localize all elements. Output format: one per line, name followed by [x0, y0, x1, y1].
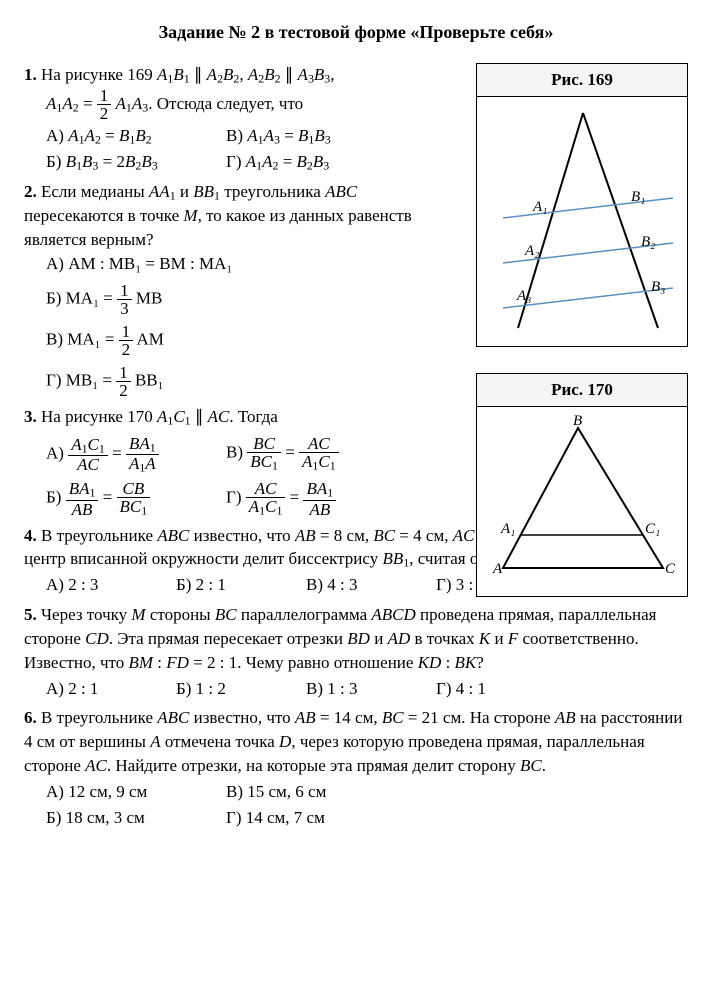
svg-text:A₃: A₃ — [516, 288, 531, 304]
p3-text: На рисунке 170 A1C1 ∥ AC. Тогда — [41, 407, 278, 426]
p6-opt-a: А) 12 см, 9 см — [46, 780, 196, 804]
p5-opt-v: В) 1 : 3 — [306, 677, 406, 701]
figure-170-svg: B A C A₁ C₁ — [483, 413, 679, 583]
problem-1: 1. На рисунке 169 A1B1 ∥ A2B2, A2B2 ∥ A3… — [24, 63, 454, 174]
p5-opt-b: Б) 1 : 2 — [176, 677, 276, 701]
p1-opt-b: Б) B1B3 = 2B2B3 — [46, 150, 196, 174]
figure-169: Рис. 169 A₁ A₂ A₃ B₁ B₂ B₃ — [476, 63, 688, 347]
svg-text:B₁: B₁ — [631, 189, 645, 205]
p1-line2: A1A2 = 12 A1A3. Отсюда следует, что — [46, 94, 303, 113]
svg-text:B: B — [573, 413, 582, 429]
problem-3: 3. На рисунке 170 A1C1 ∥ AC. Тогда А) A1… — [24, 405, 454, 518]
p1-opt-g: Г) A1A2 = B2B3 — [226, 150, 376, 174]
p4-opt-v: В) 4 : 3 — [306, 573, 406, 597]
figure-169-svg: A₁ A₂ A₃ B₁ B₂ B₃ — [483, 103, 679, 333]
p3-opt-v: В) BCBC1 = ACA1C1 — [226, 435, 376, 475]
svg-text:B₂: B₂ — [641, 234, 655, 250]
svg-text:A: A — [492, 561, 503, 577]
p2-opt-g: Г) MB₁ = 12 BB₁ — [46, 364, 454, 399]
svg-text:A₁: A₁ — [532, 199, 547, 215]
svg-text:B₃: B₃ — [651, 279, 665, 295]
page-title: Задание № 2 в тестовой форме «Проверьте … — [24, 20, 688, 45]
p3-opt-g: Г) ACA1C1 = BA1AB — [226, 480, 376, 517]
svg-text:A₁: A₁ — [500, 521, 515, 537]
p2-text: Если медианы AA1 и BB1 треугольника ABC … — [24, 182, 412, 249]
p6-opt-v: В) 15 см, 6 см — [226, 780, 376, 804]
p1-opt-a: А) A1A2 = B1B2 — [46, 124, 196, 148]
p2-num: 2. — [24, 182, 37, 201]
svg-text:A₂: A₂ — [524, 243, 539, 259]
p2-opt-b: Б) MA₁ = 13 MB — [46, 282, 454, 317]
p3-opt-a: А) A1C1AC = BA1A1A — [46, 435, 196, 475]
p5-opt-g: Г) 4 : 1 — [436, 677, 536, 701]
p6-opt-g: Г) 14 см, 7 см — [226, 806, 376, 830]
svg-text:C: C — [665, 561, 676, 577]
p3-opt-b: Б) BA1AB = CBBC1 — [46, 480, 196, 517]
figure-170-label: Рис. 170 — [477, 374, 687, 407]
p1-num: 1. — [24, 65, 37, 84]
problem-5: 5. Через точку M стороны BC параллелогра… — [24, 603, 688, 700]
svg-text:C₁: C₁ — [645, 521, 660, 537]
p3-num: 3. — [24, 407, 37, 426]
p6-num: 6. — [24, 708, 37, 727]
p6-opt-b: Б) 18 см, 3 см — [46, 806, 196, 830]
p1-opt-v: В) A1A3 = B1B3 — [226, 124, 376, 148]
figure-169-label: Рис. 169 — [477, 64, 687, 97]
p6-text: В треугольнике ABC известно, что AB = 14… — [24, 708, 682, 775]
problem-2: 2. Если медианы AA1 и BB1 треугольника A… — [24, 180, 454, 398]
p4-opt-a: А) 2 : 3 — [46, 573, 146, 597]
figure-170: Рис. 170 B A C A₁ C₁ — [476, 373, 688, 597]
p1-text-a: На рисунке 169 — [41, 65, 157, 84]
p5-num: 5. — [24, 605, 37, 624]
problem-6: 6. В треугольнике ABC известно, что AB =… — [24, 706, 688, 829]
p5-opt-a: А) 2 : 1 — [46, 677, 146, 701]
p5-text: Через точку M стороны BC параллелограмма… — [24, 605, 656, 672]
p4-num: 4. — [24, 526, 37, 545]
p2-opt-a: А) AM : MB₁ = BM : MA₁ — [46, 252, 454, 276]
p2-opt-v: В) MA₁ = 12 AM — [46, 323, 454, 358]
p4-opt-b: Б) 2 : 1 — [176, 573, 276, 597]
